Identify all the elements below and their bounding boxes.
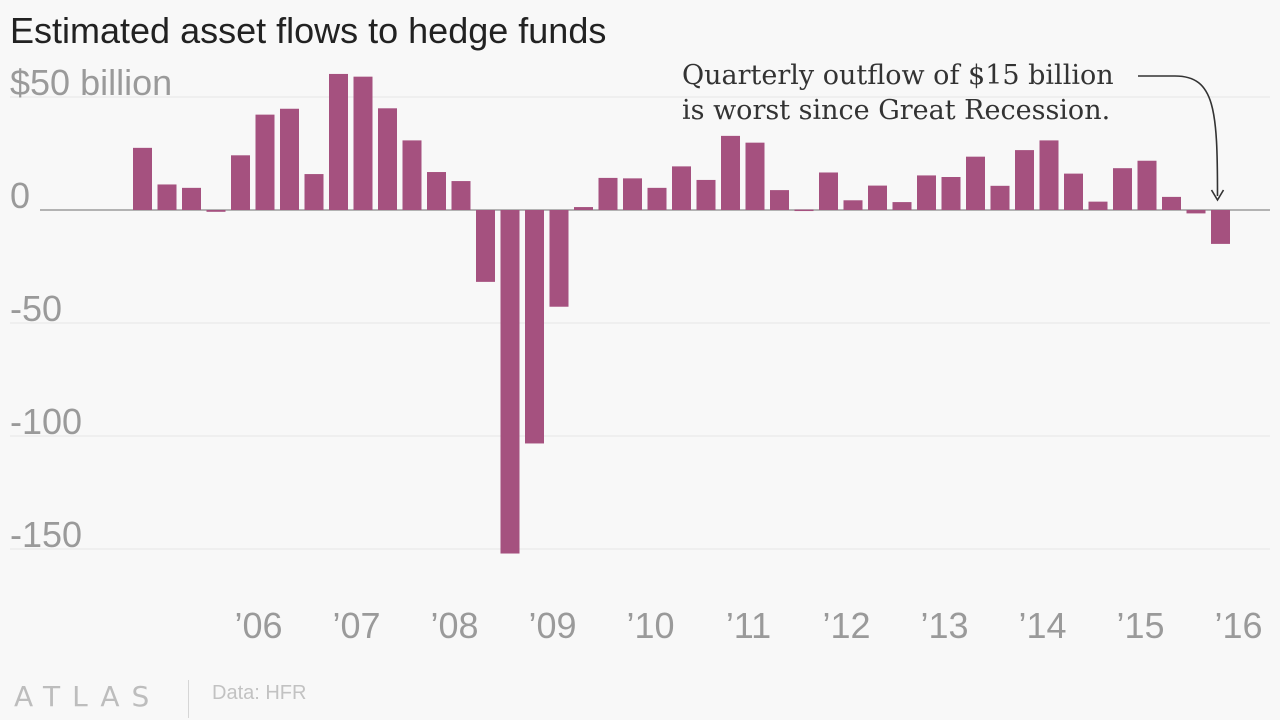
bar-q2-2006 [255,114,275,210]
bar-q1-2007 [329,73,348,210]
bar-q1-2006 [231,155,250,210]
bar-q2-2015 [1137,160,1157,210]
bar-q2-2005 [157,184,177,210]
y-tick-label: 0 [10,175,30,216]
x-tick-label: ’08 [430,605,478,646]
annotation-arrow [1138,75,1219,197]
bar-q1-2013 [917,175,936,210]
bar-q4-2015 [1186,210,1206,214]
bar-q2-2007 [353,76,373,210]
y-tick-label: -150 [10,514,82,555]
x-axis-labels: ’06 ’07 ’08 ’09 ’10 ’11 ’12 ’13 ’14 ’15 ’16 [234,605,1262,646]
y-axis-labels: $50 billion 0 -50 -100 -150 [10,62,172,555]
chart-title: Estimated asset flows to hedge funds [10,10,607,51]
footer-divider [188,680,189,718]
annotation: Quarterly outflow of $15 billion is worst… [682,60,1225,202]
bar-q1-2010 [623,178,642,210]
bar-q4-2007 [402,140,422,210]
bar-q4-2011 [794,209,814,212]
bar-q3-2006 [280,108,299,210]
bar-q4-2013 [990,185,1010,210]
x-tick-label: ’16 [1214,605,1262,646]
bar-q3-2010 [672,166,691,210]
bar-q4-2005 [206,210,226,212]
y-tick-label: -100 [10,401,82,442]
x-tick-label: ’06 [234,605,282,646]
bar-q2-2013 [941,177,961,210]
bar-q2-2009 [549,210,569,307]
bar-q1-2008 [427,172,446,210]
x-tick-label: ’14 [1018,605,1066,646]
bar-q4-2010 [696,179,716,210]
bar-q4-2008 [500,210,520,554]
annotation-line: Quarterly outflow of $15 billion [682,60,1114,91]
bar-q2-2012 [843,200,863,210]
bar-q2-2010 [647,187,667,210]
gridlines [10,96,1270,550]
annotation-arrowhead [1210,189,1225,202]
bar-q1-2016 [1211,210,1230,244]
x-tick-label: ’13 [920,605,968,646]
bar-q2-2014 [1039,140,1059,210]
x-tick-label: ’10 [626,605,674,646]
bar-q3-2015 [1162,196,1181,210]
bar-q3-2013 [966,156,985,210]
bar-q3-2005 [182,187,201,210]
x-tick-label: ’11 [726,605,771,646]
bar-q3-2012 [868,185,887,210]
x-tick-label: ’07 [332,605,380,646]
x-tick-label: ’15 [1116,605,1164,646]
bar-q4-2012 [892,202,912,210]
bar-q3-2008 [476,210,495,282]
bar-q1-2011 [721,135,740,210]
bar-q2-2011 [745,142,765,210]
annotation-line: is worst since Great Recession. [682,95,1110,126]
bar-q1-2014 [1015,150,1034,210]
bar-q3-2009 [574,207,593,210]
bar-q3-2007 [378,108,397,210]
bar-q3-2014 [1064,173,1083,210]
bar-q1-2005 [133,147,152,210]
footer: ATLAS Data: HFR [0,670,1280,720]
bar-q4-2006 [304,174,324,210]
x-tick-label: ’09 [528,605,576,646]
atlas-logo: ATLAS [14,680,162,713]
bar-q1-2012 [819,172,838,210]
y-tick-label: -50 [10,288,62,329]
bar-q3-2011 [770,190,789,210]
source-note: Data: HFR [212,682,307,704]
bar-q1-2015 [1113,168,1132,210]
bar-q4-2009 [598,177,618,210]
bar-q2-2008 [451,181,471,210]
y-tick-label: $50 billion [10,62,172,103]
bar-q4-2014 [1088,201,1108,210]
bars [133,73,1230,554]
bar-q1-2009 [525,210,544,444]
x-tick-label: ’12 [822,605,870,646]
